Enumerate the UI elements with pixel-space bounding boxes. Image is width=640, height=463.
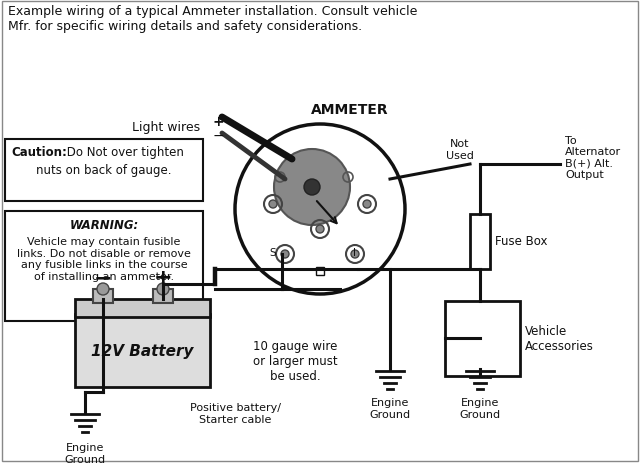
Bar <box>470 214 490 269</box>
Text: Engine
Ground: Engine Ground <box>369 397 411 419</box>
Circle shape <box>304 180 320 195</box>
Text: Example wiring of a typical Ammeter installation. Consult vehicle
Mfr. for speci: Example wiring of a typical Ammeter inst… <box>8 5 417 33</box>
Text: S: S <box>269 247 276 257</box>
Bar <box>75 300 210 317</box>
Bar <box>5 140 203 201</box>
Text: WARNING:: WARNING: <box>69 219 139 232</box>
Circle shape <box>281 250 289 258</box>
Bar <box>75 314 210 387</box>
Text: −: − <box>212 129 224 143</box>
Text: Positive battery/
Starter cable: Positive battery/ Starter cable <box>189 402 280 424</box>
Circle shape <box>316 225 324 233</box>
Text: Light wires: Light wires <box>132 121 200 134</box>
Text: To
Alternator
B(+) Alt.
Output: To Alternator B(+) Alt. Output <box>565 135 621 180</box>
Circle shape <box>157 283 169 295</box>
Bar <box>316 268 324 275</box>
Text: Vehicle may contain fusible
links. Do not disable or remove
any fusible links in: Vehicle may contain fusible links. Do no… <box>17 237 191 281</box>
Bar <box>153 289 173 303</box>
Text: +: + <box>154 268 172 288</box>
Bar <box>5 212 203 321</box>
Text: nuts on back of gauge.: nuts on back of gauge. <box>36 163 172 176</box>
Text: Do Not over tighten: Do Not over tighten <box>63 146 184 159</box>
Text: +: + <box>212 115 224 129</box>
Circle shape <box>363 200 371 208</box>
Text: I: I <box>353 247 356 257</box>
Circle shape <box>269 200 277 208</box>
Text: 12V Battery: 12V Battery <box>91 344 193 359</box>
Text: Fuse Box: Fuse Box <box>495 235 547 248</box>
Text: Vehicle
Accessories: Vehicle Accessories <box>525 324 594 352</box>
Bar <box>445 301 520 376</box>
Circle shape <box>97 283 109 295</box>
Text: Engine
Ground: Engine Ground <box>460 397 500 419</box>
Text: Caution:: Caution: <box>11 146 67 159</box>
Text: Not
Used: Not Used <box>446 139 474 161</box>
Text: 10 gauge wire
or larger must
be used.: 10 gauge wire or larger must be used. <box>253 339 337 382</box>
Bar <box>93 289 113 303</box>
Circle shape <box>351 250 359 258</box>
Circle shape <box>274 150 350 225</box>
Text: −: − <box>93 268 112 288</box>
Text: AMMETER: AMMETER <box>311 103 389 117</box>
Text: Engine
Ground: Engine Ground <box>65 442 106 463</box>
